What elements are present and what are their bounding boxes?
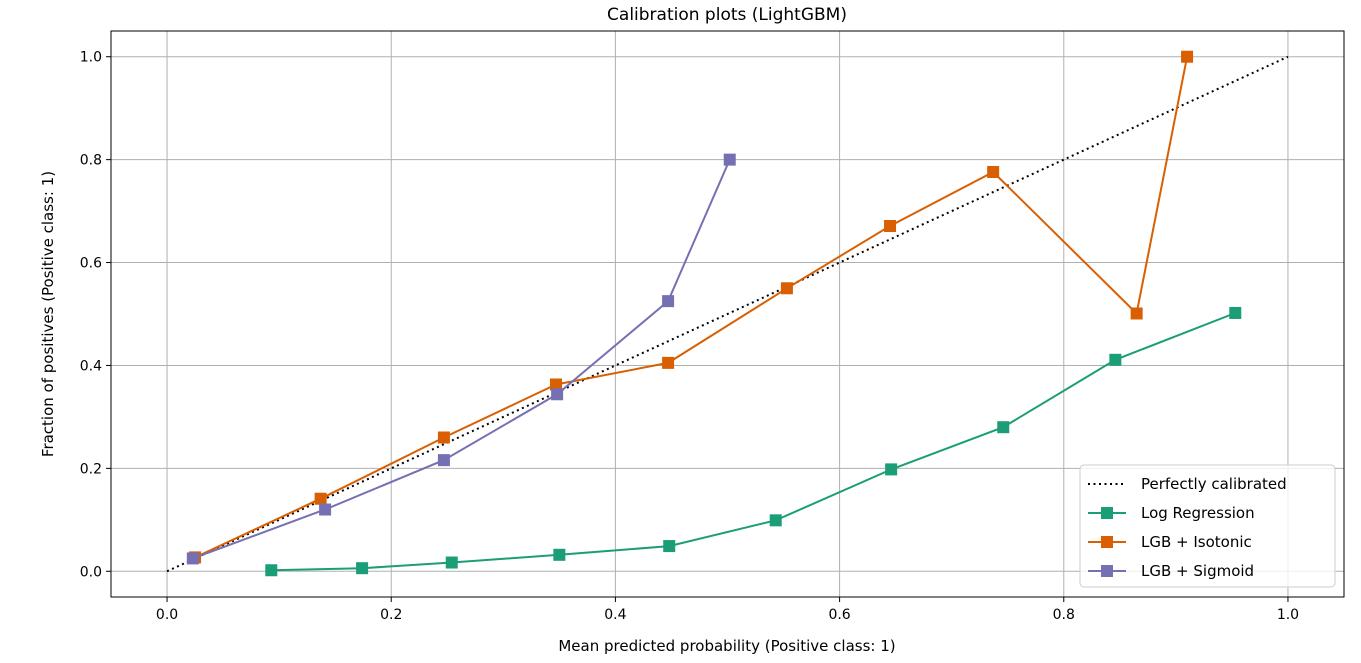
legend-label: LGB + Isotonic — [1141, 533, 1252, 551]
x-tick-label: 1.0 — [1277, 607, 1299, 623]
data-point-lgb-sigmoid — [723, 153, 736, 166]
series-layer — [186, 50, 1242, 577]
data-point-lgb-isotonic — [550, 378, 563, 391]
plot-frame — [110, 30, 1345, 598]
y-tick-label: 1.0 — [80, 50, 102, 66]
legend-items: Perfectly calibrated Log Regression LGB + … — [1088, 475, 1287, 580]
legend-swatch-marker — [1101, 507, 1113, 519]
perfectly-calibrated-line — [166, 55, 1289, 573]
data-point-log-regression — [885, 463, 898, 476]
series-log-regression — [265, 306, 1242, 577]
y-axis-label: Fraction of positives (Positive class: 1… — [39, 171, 57, 457]
legend-swatch-marker — [1101, 565, 1113, 577]
data-point-log-regression — [356, 562, 369, 575]
legend-item-log-regression: Log Regression — [1088, 504, 1255, 522]
x-tick-label: 0.2 — [380, 607, 402, 623]
data-point-lgb-isotonic — [884, 220, 897, 233]
x-axis-ticks: 0.0 0.2 0.4 0.6 0.8 1.0 — [156, 597, 1299, 623]
x-tick-label: 0.6 — [828, 607, 850, 623]
data-point-log-regression — [1109, 353, 1122, 366]
data-point-log-regression — [265, 564, 278, 577]
legend: Perfectly calibrated Log Regression LGB + … — [1079, 464, 1336, 588]
data-point-lgb-sigmoid — [437, 454, 450, 467]
grid-lines — [111, 31, 1344, 597]
y-tick-label: 0.6 — [80, 256, 102, 272]
data-point-lgb-isotonic — [1130, 307, 1143, 320]
data-point-log-regression — [553, 548, 566, 561]
legend-item-perfectly-calibrated: Perfectly calibrated — [1088, 475, 1287, 493]
legend-item-lgb-sigmoid: LGB + Sigmoid — [1088, 562, 1254, 580]
data-point-lgb-isotonic — [780, 282, 793, 295]
data-point-lgb-isotonic — [987, 165, 1000, 178]
data-point-lgb-isotonic — [662, 356, 675, 369]
x-tick-label: 0.0 — [156, 607, 178, 623]
legend-item-lgb-isotonic: LGB + Isotonic — [1088, 533, 1252, 551]
legend-label: Perfectly calibrated — [1141, 475, 1287, 493]
x-tick-label: 0.8 — [1053, 607, 1075, 623]
series-lgb-sigmoid — [186, 153, 736, 565]
legend-label: LGB + Sigmoid — [1141, 562, 1254, 580]
series-lgb-isotonic — [189, 50, 1194, 564]
data-point-log-regression — [663, 540, 676, 553]
series-line-lgb-isotonic — [194, 56, 1189, 559]
legend-label: Log Regression — [1141, 504, 1255, 522]
data-point-log-regression — [997, 421, 1010, 434]
series-line-log-regression — [271, 312, 1236, 572]
data-point-lgb-isotonic — [437, 431, 450, 444]
data-point-log-regression — [769, 514, 782, 527]
x-tick-label: 0.4 — [604, 607, 626, 623]
x-axis-label: Mean predicted probability (Positive cla… — [558, 637, 895, 655]
legend-swatch-marker — [1101, 536, 1113, 548]
chart-title: Calibration plots (LightGBM) — [607, 5, 847, 25]
data-point-lgb-sigmoid — [319, 503, 332, 516]
y-axis-ticks: 0.0 0.2 0.4 0.6 0.8 1.0 — [80, 50, 111, 580]
y-tick-label: 0.0 — [80, 564, 102, 580]
legend-frame — [1079, 464, 1336, 588]
y-tick-label: 0.8 — [80, 153, 102, 169]
y-tick-label: 0.4 — [80, 358, 102, 374]
series-line-lgb-sigmoid — [192, 159, 731, 560]
data-point-lgb-isotonic — [1181, 50, 1194, 63]
data-point-lgb-sigmoid — [662, 295, 675, 308]
data-point-lgb-sigmoid — [186, 552, 199, 565]
data-point-log-regression — [445, 556, 458, 569]
data-point-log-regression — [1229, 306, 1242, 319]
reference-line-layer — [166, 55, 1289, 573]
data-point-lgb-sigmoid — [551, 388, 564, 401]
y-tick-label: 0.2 — [80, 461, 102, 477]
data-point-lgb-isotonic — [314, 492, 327, 505]
